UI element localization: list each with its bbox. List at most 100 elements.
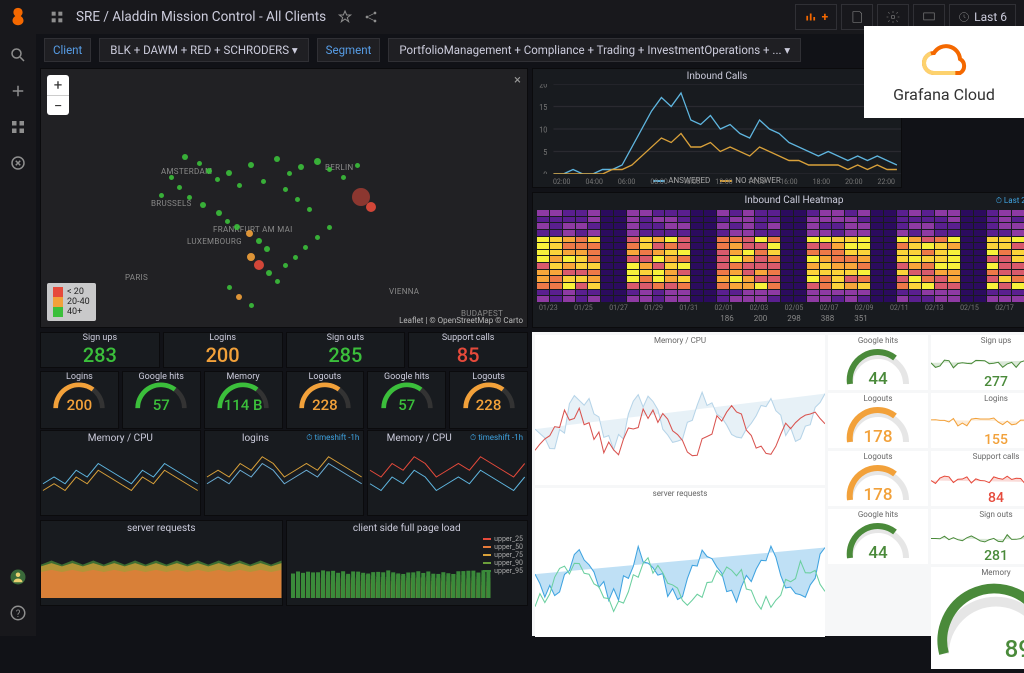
svg-text:15: 15 xyxy=(539,103,547,113)
map-dot xyxy=(327,167,332,172)
dashboards-icon[interactable] xyxy=(9,118,27,140)
light-big-gauge: Memory89 B xyxy=(931,567,1024,669)
row4: server requestsclient side full page loa… xyxy=(40,520,528,606)
svg-text:?: ? xyxy=(16,609,21,620)
page-load-panel: client side full page loadupper_25upper_… xyxy=(286,520,529,606)
map-dot xyxy=(234,224,240,230)
map-dot xyxy=(177,185,182,190)
stats-grid: Sign ups283Logins200Sign outs285Support … xyxy=(40,332,528,426)
explore-icon[interactable] xyxy=(9,154,27,176)
light-spark: Sign outs281 xyxy=(931,509,1024,564)
page-title: SRE / Aladdin Mission Control - All Clie… xyxy=(76,9,326,25)
heatmap-title: Inbound Call Heatmap xyxy=(533,193,1024,208)
map-dot xyxy=(246,230,253,237)
map-dot xyxy=(366,202,376,212)
map-dot xyxy=(227,285,232,290)
light-gauge: Logouts178 xyxy=(828,451,928,506)
map-dot xyxy=(275,279,280,284)
main-area: × + − AMSTERDAMBRUSSELSFRANKFURT AM MAIL… xyxy=(36,66,1024,636)
map-dot xyxy=(266,270,272,276)
map-dot xyxy=(216,210,222,216)
map-dot xyxy=(247,253,255,261)
map-dot xyxy=(264,246,270,252)
map-dot xyxy=(254,260,264,270)
dashboard-icon[interactable] xyxy=(44,4,70,30)
add-icon[interactable] xyxy=(9,82,27,104)
light-chart: Memory / CPU xyxy=(535,335,825,485)
map-dot xyxy=(187,195,192,200)
svg-text:20: 20 xyxy=(539,84,547,90)
stat-card: Sign ups283 xyxy=(40,332,160,368)
map-dot xyxy=(274,156,280,162)
stat-card: Sign outs285 xyxy=(286,332,406,368)
grafana-logo-icon[interactable] xyxy=(7,6,29,32)
svg-text:178: 178 xyxy=(864,485,893,505)
help-icon[interactable]: ? xyxy=(9,604,27,626)
map-dot xyxy=(307,207,312,212)
server-requests-panel: server requests xyxy=(40,520,283,606)
map-dot xyxy=(200,202,206,208)
map-dot xyxy=(303,245,308,250)
svg-text:10: 10 xyxy=(539,125,547,135)
map-dot xyxy=(182,154,188,160)
map-dot xyxy=(261,179,266,184)
map-dot xyxy=(249,303,254,308)
star-icon[interactable] xyxy=(332,4,358,30)
map-dot xyxy=(283,187,288,192)
mini-chart: Memory / CPU xyxy=(40,430,201,516)
map-dot xyxy=(314,158,321,165)
map-dot xyxy=(256,238,262,244)
gauge-card: Logins200 xyxy=(40,371,119,429)
client-filter-select[interactable]: BLK + DAWM + RED + SCHRODERS ▾ xyxy=(99,38,308,62)
city-label: LUXEMBOURG xyxy=(187,237,242,246)
map-panel[interactable]: × + − AMSTERDAMBRUSSELSFRANKFURT AM MAIL… xyxy=(40,68,528,328)
row3: Memory / CPUlogins⏱ timeshift -1hMemory … xyxy=(40,430,528,516)
inbound-calls-panel: Inbound Calls 0510152002:0004:0006:0008:… xyxy=(532,68,902,188)
light-spark: Logins155 xyxy=(931,393,1024,448)
map-dot xyxy=(225,219,230,224)
heatmap-panel: Inbound Call Heatmap ⏱ Last 28 days 01/2… xyxy=(532,192,1024,328)
gauge-card: Logouts228 xyxy=(286,371,365,429)
sidebar: ? xyxy=(0,0,36,636)
light-gauge: Logouts178 xyxy=(828,393,928,448)
map-dot xyxy=(159,193,164,198)
client-filter-label: Client xyxy=(44,38,91,62)
mini-chart: Memory / CPU⏱ timeshift -1h xyxy=(367,430,528,516)
map-dot xyxy=(287,171,292,176)
gauge-card: Logouts228 xyxy=(449,371,528,429)
heatmap-timerange: ⏱ Last 28 days xyxy=(996,196,1024,206)
map-dot xyxy=(237,183,242,188)
search-icon[interactable] xyxy=(9,46,27,68)
time-range-label: Last 6 xyxy=(974,10,1007,24)
map-dot xyxy=(197,161,202,166)
gauge-card: Google hits57 xyxy=(122,371,201,429)
segment-filter-select[interactable]: PortfolioManagement + Compliance + Tradi… xyxy=(388,38,801,62)
svg-text:0: 0 xyxy=(543,170,547,174)
share-icon[interactable] xyxy=(358,4,384,30)
light-area: Memory / CPUserver requestsGoogle hits44… xyxy=(532,332,1024,636)
map-dot xyxy=(327,225,332,230)
grafana-cloud-badge: Grafana Cloud xyxy=(864,26,1024,118)
gauge-card: Memory114 B xyxy=(204,371,283,429)
map-dot xyxy=(236,294,242,300)
stat-card: Logins200 xyxy=(163,332,283,368)
light-chart: server requests xyxy=(535,488,825,638)
add-panel-button[interactable]: + xyxy=(795,4,838,30)
city-label: BRUSSELS xyxy=(151,199,192,208)
map-attribution: Leaflet | © OpenStreetMap © Carto xyxy=(399,316,523,325)
inbound-title: Inbound Calls xyxy=(533,69,901,84)
map-dot xyxy=(248,162,254,168)
map-dot xyxy=(341,175,346,180)
map-dot xyxy=(295,197,300,202)
svg-text:44: 44 xyxy=(868,543,888,563)
city-label: AMSTERDAM xyxy=(161,167,212,176)
map-dot xyxy=(283,263,288,268)
map-dot xyxy=(169,175,174,180)
map-dot xyxy=(315,235,320,240)
svg-text:44: 44 xyxy=(868,369,888,389)
light-gauge: Google hits44 xyxy=(828,509,928,564)
avatar-icon[interactable] xyxy=(9,568,27,590)
light-spark: Sign ups277 xyxy=(931,335,1024,390)
segment-filter-label: Segment xyxy=(317,38,381,62)
light-gauge: Google hits44 xyxy=(828,335,928,390)
